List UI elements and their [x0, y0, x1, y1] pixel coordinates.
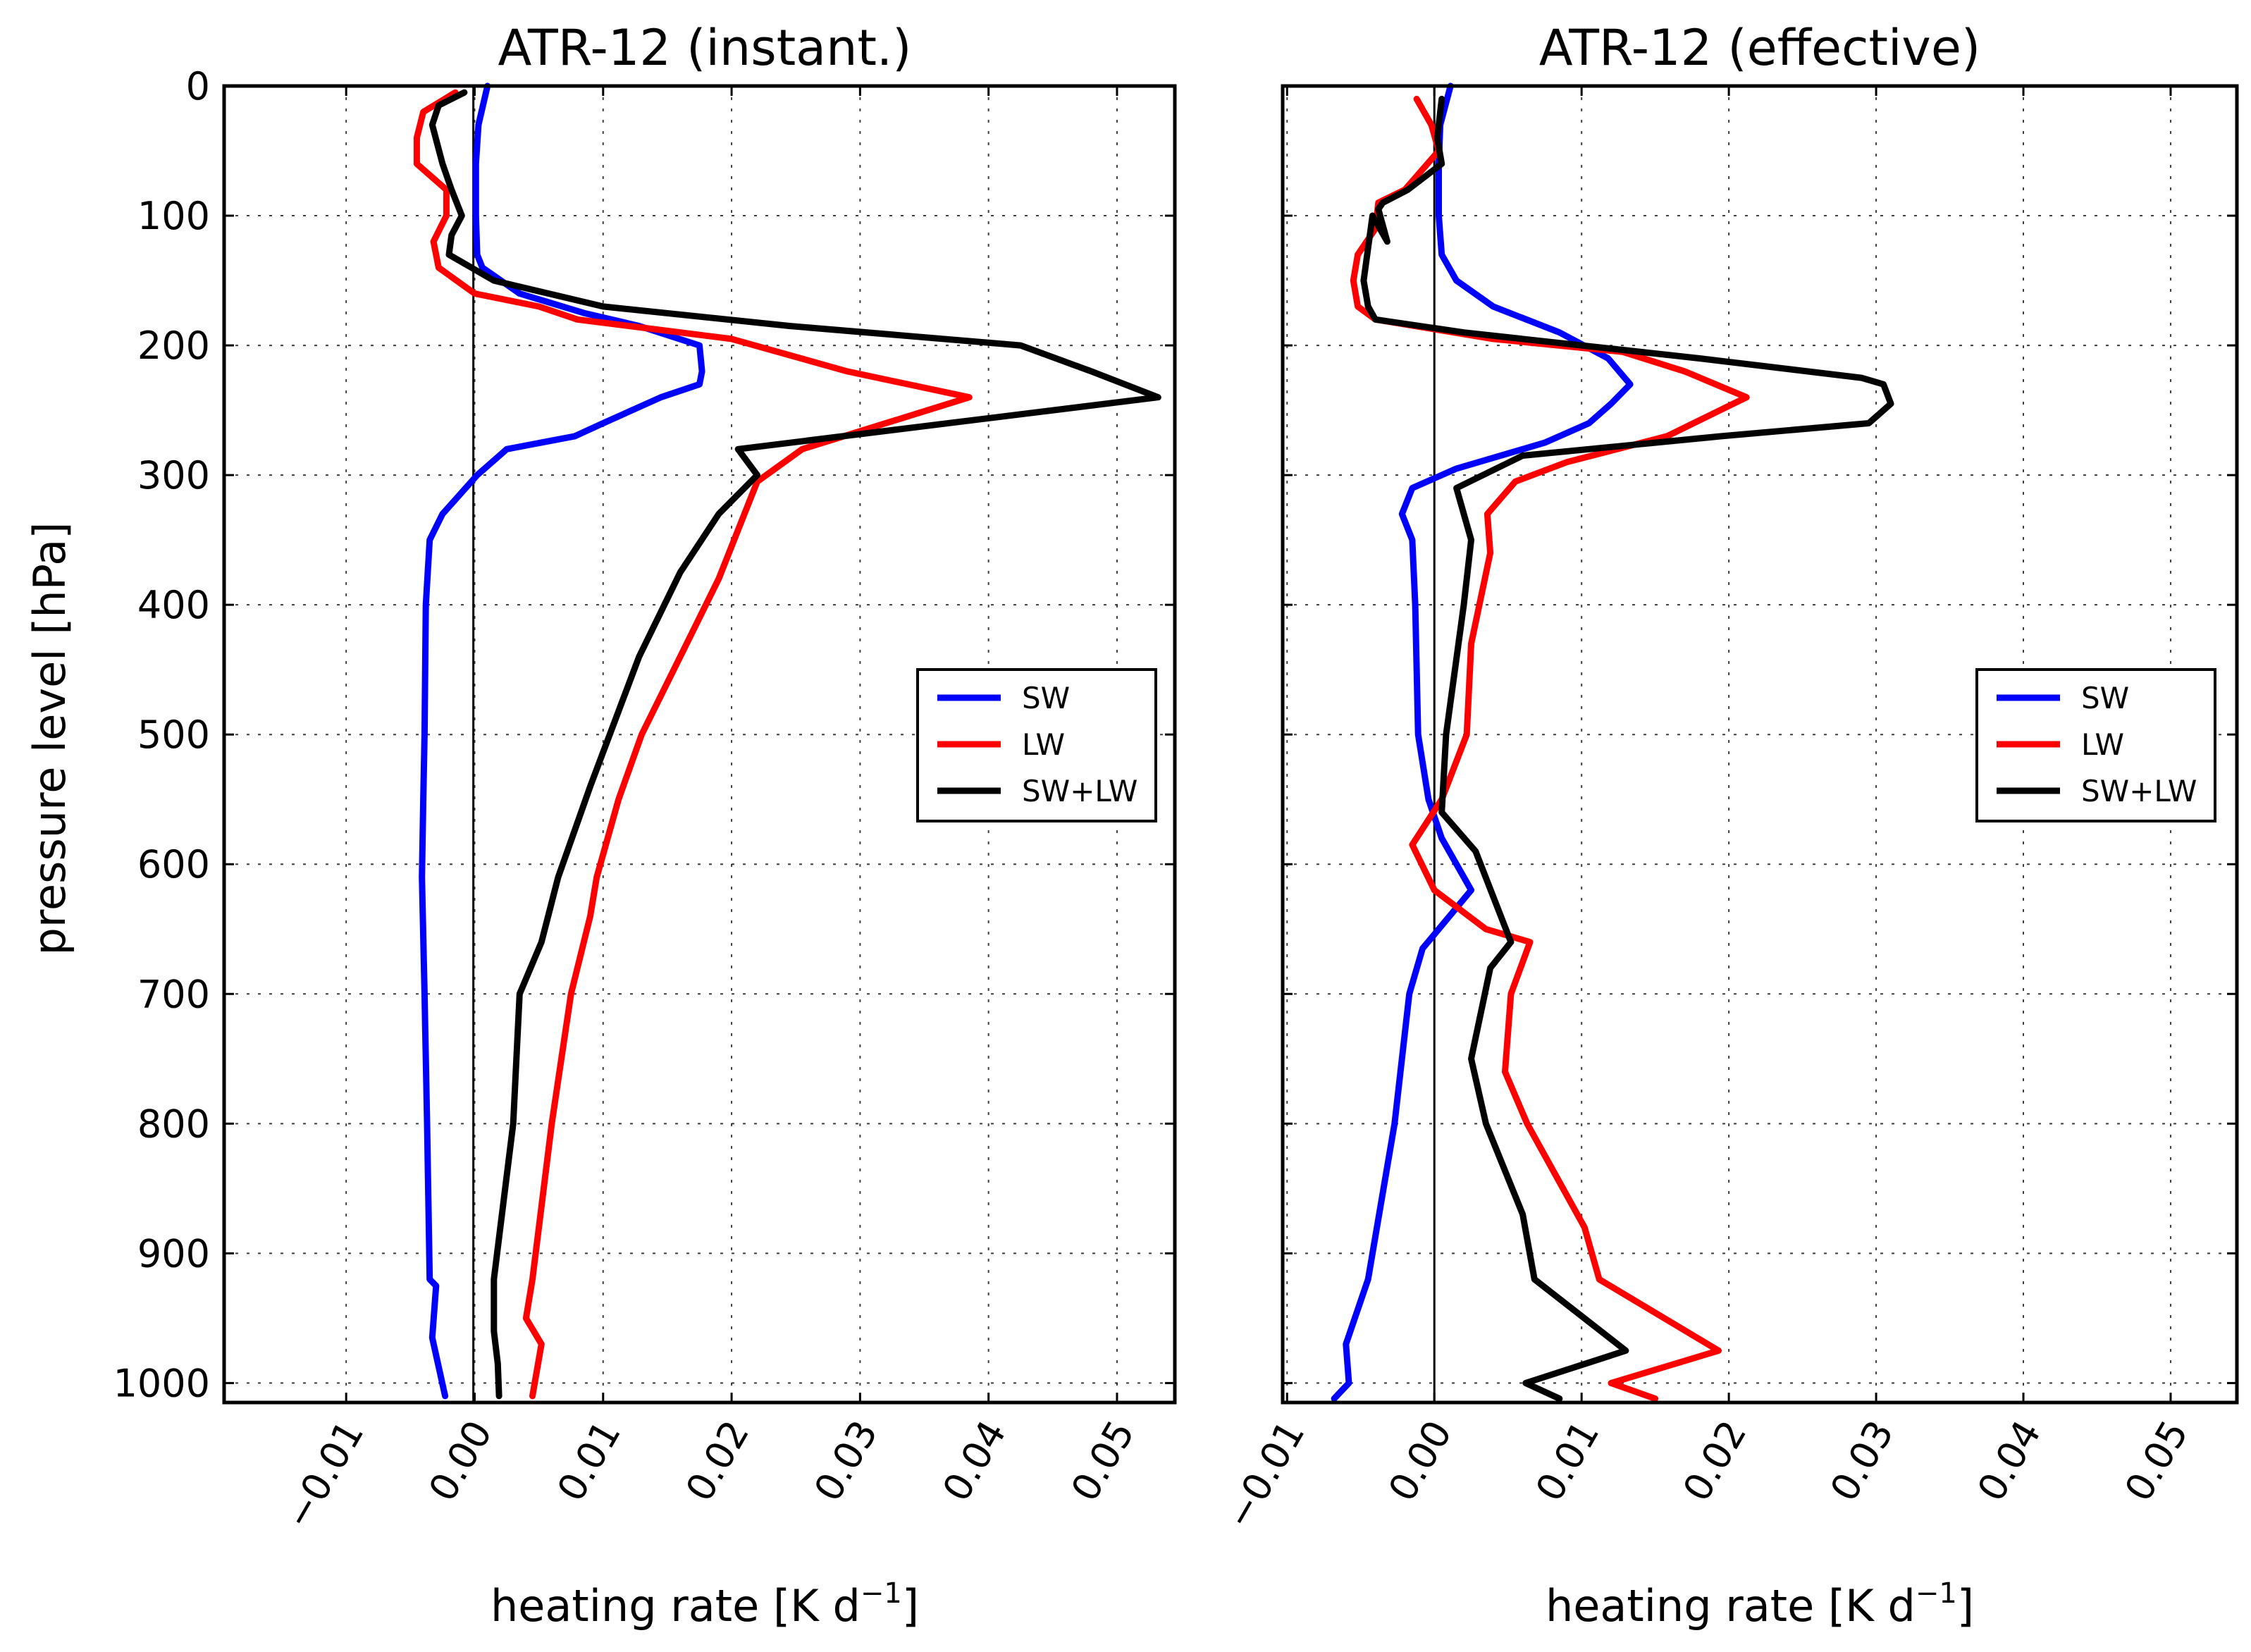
x-tick-label: 0.02: [1675, 1413, 1756, 1509]
y-ticks-effective: [1283, 85, 2237, 1384]
y-tick-label: 0: [186, 64, 210, 109]
panel-effective: ATR-12 (effective) −0.01 0.00 0.01 0.02 0.03…: [1216, 19, 2239, 1632]
series-line-lw-effective: [1350, 95, 1750, 1402]
legend-instant: SW LW SW+LW: [916, 668, 1157, 822]
x-tick-label: 0.05: [2116, 1413, 2197, 1509]
panel-title-instant: ATR-12 (instant.): [498, 19, 912, 77]
legend-label-lw: LW: [2081, 727, 2124, 762]
y-tick-label: 600: [137, 842, 210, 887]
x-tick-label: 0.03: [1822, 1413, 1903, 1509]
x-tick-label: 0.03: [806, 1413, 887, 1509]
y-axis-label: pressure level [hPa]: [24, 522, 75, 956]
series-line-sw-lw-effective: [1360, 95, 1894, 1402]
plot-frame-instant: [222, 84, 1177, 1405]
y-tick-label: 900: [137, 1231, 210, 1276]
y-tick-label: 1000: [113, 1361, 210, 1405]
legend-label-sw: SW: [2081, 681, 2129, 715]
x-tick-label: 0.05: [1063, 1413, 1144, 1509]
series-line-sw-instant: [419, 82, 705, 1400]
series-line-sw-lw-instant: [428, 89, 1161, 1400]
panel-title-effective: ATR-12 (effective): [1539, 19, 1980, 77]
series-line-lw-instant: [413, 89, 973, 1400]
x-tick-label: 0.00: [420, 1413, 501, 1509]
y-tick-label: 300: [137, 453, 210, 498]
x-tick-label: 0.04: [1969, 1413, 2050, 1509]
y-tick-label: 700: [137, 972, 210, 1016]
x-axis-label-instant: heating rate [K d−1]: [491, 1577, 919, 1632]
x-axis-label-effective: heating rate [K d−1]: [1546, 1577, 1974, 1632]
y-tick-label: 200: [137, 323, 210, 368]
x-tick-label: 0.01: [548, 1413, 629, 1509]
y-tick-label: 400: [137, 583, 210, 627]
x-tick-label: −0.01: [1216, 1413, 1313, 1536]
series-layer-effective: [1331, 82, 1894, 1402]
legend-label-sw-lw: SW+LW: [1022, 774, 1137, 808]
y-ticks-instant: 0 100 200 300 400 500 600 700 800 900 1000: [113, 64, 1175, 1405]
legend-label-sw-lw: SW+LW: [2081, 774, 2197, 808]
series-layer-instant: [413, 82, 1161, 1400]
y-tick-label: 800: [137, 1102, 210, 1146]
x-tick-label: −0.01: [276, 1413, 372, 1536]
legend-label-lw: LW: [1022, 727, 1065, 762]
x-tick-label: 0.04: [934, 1413, 1015, 1509]
y-tick-label: 500: [137, 713, 210, 757]
x-tick-label: 0.02: [677, 1413, 758, 1509]
grid-instant: [224, 85, 1175, 1403]
panel-instant: ATR-12 (instant.) 0 100 200 300 400 500 600 700…: [24, 19, 1177, 1632]
x-tick-label: 0.01: [1527, 1413, 1608, 1509]
legend-label-sw: SW: [1022, 681, 1070, 715]
plot-frame-effective: [1281, 84, 2239, 1405]
x-tick-label: 0.00: [1380, 1413, 1461, 1509]
series-line-sw-effective: [1331, 82, 1634, 1402]
y-tick-label: 100: [137, 194, 210, 238]
legend-effective: SW LW SW+LW: [1975, 668, 2216, 822]
